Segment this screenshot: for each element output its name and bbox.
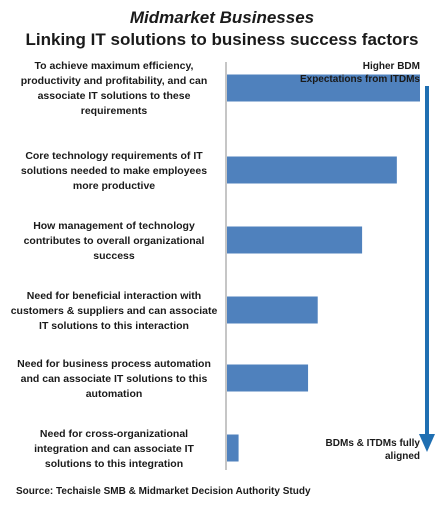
category-label-line: Core technology requirements of IT xyxy=(25,149,203,162)
category-label-line: more productive xyxy=(72,179,156,192)
bar-6 xyxy=(227,434,239,462)
category-label-5: Need for business process automation and … xyxy=(8,357,220,402)
bar-2 xyxy=(227,156,397,184)
category-label-line: associate IT solutions to these xyxy=(37,90,191,102)
category-label-line: integration and can associate IT xyxy=(34,442,194,455)
chart-subtitle: Linking IT solutions to business success… xyxy=(25,30,419,49)
category-label-line: IT solutions to this interaction xyxy=(39,319,189,332)
annotation-top-line-1: Higher BDM xyxy=(362,61,420,72)
category-label-6: Need for cross-organizational integration… xyxy=(8,427,220,472)
category-label-2: Core technology requirements of IT soluti… xyxy=(8,149,220,194)
category-label-line: solutions to this integration xyxy=(44,457,184,470)
category-label-line: productivity and profitability, and can xyxy=(20,75,208,87)
category-label-line: solutions needed to make employees xyxy=(20,164,208,177)
category-label-line: and can associate IT solutions to this xyxy=(20,372,208,385)
bar-3 xyxy=(227,226,363,254)
bar-5 xyxy=(227,364,309,392)
category-label-line: automation xyxy=(85,387,143,400)
chart-title: Midmarket Businesses xyxy=(129,8,315,27)
category-label-line: How management of technology xyxy=(33,219,195,232)
bar-4 xyxy=(227,296,318,324)
source-note: Source: Techaisle SMB & Midmarket Decisi… xyxy=(16,486,311,497)
annotation-bottom-line-1: BDMs & ITDMs fully xyxy=(325,438,420,449)
category-label-line: To achieve maximum efficiency, xyxy=(34,60,194,72)
category-label-line: Need for beneficial interaction with xyxy=(26,289,202,302)
category-label-line: requirements xyxy=(80,105,148,117)
category-label-1: To achieve maximum efficiency, productivi… xyxy=(8,59,220,119)
category-label-line: Need for cross-organizational xyxy=(39,427,189,440)
alignment-arrow-head xyxy=(419,434,435,452)
annotation-bottom-line-2: aligned xyxy=(384,451,420,462)
category-label-line: success xyxy=(93,249,135,262)
bar-1 xyxy=(227,74,420,102)
annotation-top-line-2: Expectations from ITDMs xyxy=(299,74,420,85)
category-label-4: Need for beneficial interaction with cust… xyxy=(8,289,220,334)
category-label-line: Need for business process automation xyxy=(17,357,211,370)
category-label-3: How management of technology contributes … xyxy=(8,219,220,264)
category-label-line: customers & suppliers and can associate xyxy=(10,304,218,317)
annotation-bottom: BDMs & ITDMs fully aligned xyxy=(326,437,420,463)
category-label-line: contributes to overall organizational xyxy=(23,234,205,247)
annotation-top: Higher BDM Expectations from ITDMs xyxy=(300,60,420,86)
